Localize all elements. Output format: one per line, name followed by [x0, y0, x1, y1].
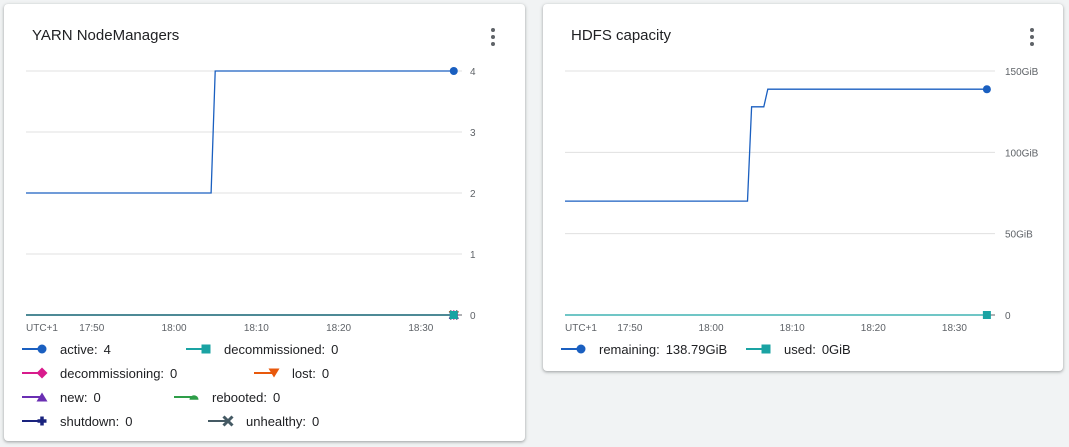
square-marker-icon: [186, 344, 211, 354]
x-tick-label: 18:00: [699, 323, 724, 334]
legend-value: 4: [103, 341, 111, 357]
series-end-marker[interactable]: [449, 311, 458, 319]
legend-item-used[interactable]: used: 0GiB: [746, 339, 851, 359]
gridlines: [565, 70, 995, 316]
y-tick-label: 50GiB: [1005, 230, 1033, 241]
legend-item-decommissioning[interactable]: decommissioning: 0: [22, 363, 177, 383]
plus-marker-icon: [22, 416, 47, 426]
x-tick-label: 17:50: [617, 323, 642, 334]
y-tick-label: 4: [470, 67, 476, 78]
series-active: [26, 67, 458, 194]
more-vert-icon[interactable]: [483, 26, 503, 48]
legend-item-active[interactable]: active: 4: [22, 339, 111, 359]
y-tick-label: 1: [470, 250, 476, 261]
x-tick-label: 18:30: [408, 323, 433, 334]
circle-marker-icon: [561, 344, 586, 354]
legend-label: unhealthy:: [246, 413, 306, 429]
more-vert-icon[interactable]: [1022, 26, 1042, 48]
legend-item-rebooted[interactable]: rebooted: 0: [174, 387, 280, 407]
legend-label: new:: [60, 389, 88, 405]
square-marker-icon: [746, 344, 771, 354]
x-tick-label: 18:10: [244, 323, 269, 334]
legend-item-decommissioned[interactable]: decommissioned: 0: [186, 339, 338, 359]
legend-item-unhealthy[interactable]: unhealthy: 0: [208, 411, 319, 431]
legend-value: 0GiB: [821, 341, 851, 357]
legend-value: 0: [321, 365, 330, 381]
y-tick-label: 100GiB: [1005, 148, 1039, 159]
legend-item-new[interactable]: new: 0: [22, 387, 101, 407]
y-tick-label: 3: [470, 128, 476, 139]
card-title: YARN NodeManagers: [32, 27, 180, 44]
x-tick-label: 17:50: [79, 323, 104, 334]
legend-value: 0: [170, 365, 178, 381]
hdfs-capacity-chart: 0 50GiB 100GiB 150GiB UTC+1 17:50 18:00 18:10 18…: [565, 67, 1039, 334]
series-used: [565, 311, 991, 319]
x-tick-label: 18:30: [942, 323, 967, 334]
series-end-marker[interactable]: [449, 67, 458, 75]
triangle-down-marker-icon: [254, 368, 280, 378]
x-tick-label: 18:20: [861, 323, 886, 334]
legend-value: 0: [331, 341, 339, 357]
legend-label: used:: [784, 341, 816, 357]
triangle-up-marker-icon: [22, 392, 48, 402]
series-end-marker[interactable]: [982, 311, 991, 319]
series-line: [565, 88, 987, 202]
y-tick-label: 0: [1005, 311, 1011, 322]
legend-label: active:: [60, 341, 98, 357]
legend-label: rebooted:: [212, 389, 267, 405]
legend-value: 0: [312, 413, 320, 429]
series-end-marker[interactable]: [982, 85, 991, 94]
legend-label: decommissioning:: [60, 365, 165, 381]
legend-label: shutdown:: [60, 413, 120, 429]
legend-value: 138.79GiB: [665, 341, 728, 357]
legend-item-remaining[interactable]: remaining: 138.79GiB: [561, 339, 727, 359]
legend-item-lost[interactable]: lost: 0: [254, 363, 329, 383]
x-tick-label: 18:10: [780, 323, 805, 334]
yarn-nodemanagers-chart: 0 1 2 3 4 UTC+1 17:50 18:00 18:10 18:20 18:30: [26, 67, 476, 334]
legend-label: decommissioned:: [224, 341, 326, 357]
series-remaining: [565, 85, 991, 202]
diamond-marker-icon: [22, 367, 48, 379]
legend-value: 0: [125, 413, 133, 429]
card-title: HDFS capacity: [571, 27, 672, 44]
cross-marker-icon: [208, 415, 234, 427]
timezone-label: UTC+1: [26, 323, 58, 334]
semicircle-marker-icon: [174, 395, 199, 400]
legend-label: lost:: [292, 365, 316, 381]
legend-item-shutdown[interactable]: shutdown: 0: [22, 411, 133, 431]
hdfs-capacity-card: HDFS capacity 0 50GiB 100GiB 150GiB UTC+1 17:…: [543, 4, 1063, 371]
x-tick-label: 18:20: [326, 323, 351, 334]
legend-label: remaining:: [599, 341, 660, 357]
series-line: [26, 70, 454, 194]
series-decommissioned: [26, 311, 458, 319]
y-tick-label: 2: [470, 189, 476, 200]
yarn-nodemanagers-card: YARN NodeManagers 0 1 2 3 4 UTC+1 17:50 18:00 18…: [4, 4, 525, 441]
legend-value: 0: [93, 389, 101, 405]
x-tick-label: 18:00: [162, 323, 187, 334]
timezone-label: UTC+1: [565, 323, 597, 334]
y-tick-label: 150GiB: [1005, 67, 1039, 78]
circle-marker-icon: [22, 344, 47, 354]
legend-value: 0: [272, 389, 281, 405]
y-tick-label: 0: [470, 311, 476, 322]
